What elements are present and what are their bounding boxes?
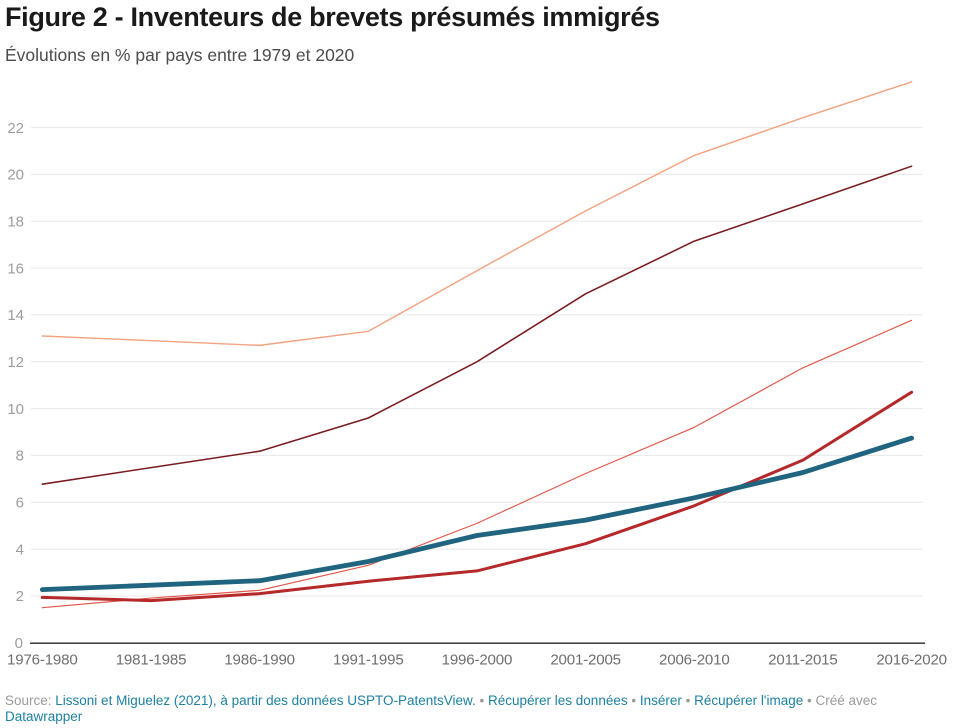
svg-text:2011-2015: 2011-2015 xyxy=(768,651,837,668)
svg-text:2: 2 xyxy=(16,588,24,605)
svg-text:1986-1990: 1986-1990 xyxy=(224,651,295,668)
svg-text:2016-2020: 2016-2020 xyxy=(876,651,947,668)
svg-text:2001-2005: 2001-2005 xyxy=(550,651,621,668)
svg-text:14: 14 xyxy=(7,307,24,324)
svg-text:1981-1985: 1981-1985 xyxy=(116,651,187,668)
svg-text:1996-2000: 1996-2000 xyxy=(442,651,513,668)
svg-text:1976-1980: 1976-1980 xyxy=(7,651,78,668)
svg-text:0: 0 xyxy=(15,635,23,652)
svg-text:12: 12 xyxy=(7,354,24,371)
svg-text:10: 10 xyxy=(7,401,24,418)
svg-text:2006-2010: 2006-2010 xyxy=(659,651,730,668)
svg-text:22: 22 xyxy=(7,120,24,137)
svg-text:6: 6 xyxy=(16,495,24,512)
svg-text:18: 18 xyxy=(7,213,24,230)
svg-text:20: 20 xyxy=(7,167,24,184)
svg-text:16: 16 xyxy=(7,260,24,277)
svg-text:4: 4 xyxy=(16,541,24,558)
svg-text:1991-1995: 1991-1995 xyxy=(333,651,404,668)
svg-text:8: 8 xyxy=(16,448,24,465)
